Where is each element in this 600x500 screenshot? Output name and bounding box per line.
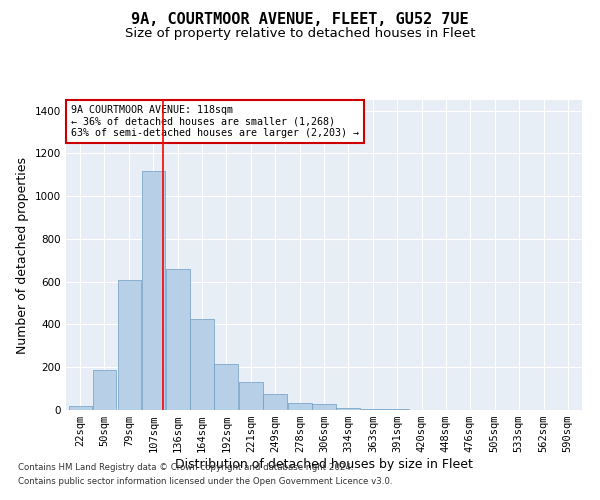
Bar [336, 408, 360, 410]
Text: Size of property relative to detached houses in Fleet: Size of property relative to detached ho… [125, 28, 475, 40]
Bar [68, 406, 92, 410]
Bar [312, 404, 336, 410]
Bar [190, 319, 214, 410]
Bar [92, 370, 116, 410]
Bar [214, 364, 238, 410]
Bar [239, 382, 263, 410]
Text: Contains public sector information licensed under the Open Government Licence v3: Contains public sector information licen… [18, 477, 392, 486]
Y-axis label: Number of detached properties: Number of detached properties [16, 156, 29, 354]
Text: 9A, COURTMOOR AVENUE, FLEET, GU52 7UE: 9A, COURTMOOR AVENUE, FLEET, GU52 7UE [131, 12, 469, 28]
X-axis label: Distribution of detached houses by size in Fleet: Distribution of detached houses by size … [175, 458, 473, 471]
Bar [385, 409, 409, 410]
Bar [263, 394, 287, 410]
Text: 9A COURTMOOR AVENUE: 118sqm
← 36% of detached houses are smaller (1,268)
63% of : 9A COURTMOOR AVENUE: 118sqm ← 36% of det… [71, 104, 359, 138]
Bar [166, 269, 190, 410]
Bar [288, 402, 312, 410]
Bar [118, 280, 141, 410]
Bar [361, 409, 385, 410]
Bar [142, 170, 165, 410]
Text: Contains HM Land Registry data © Crown copyright and database right 2024.: Contains HM Land Registry data © Crown c… [18, 464, 353, 472]
